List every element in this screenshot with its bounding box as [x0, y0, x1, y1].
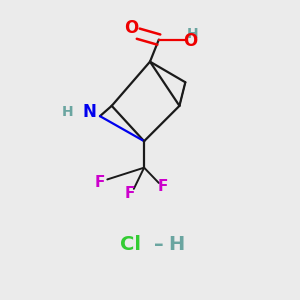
Text: O: O — [124, 19, 138, 37]
Text: F: F — [158, 179, 168, 194]
Text: N: N — [83, 103, 97, 121]
Text: Cl: Cl — [120, 235, 141, 254]
Text: O: O — [183, 32, 197, 50]
Text: H: H — [62, 105, 74, 119]
Text: H: H — [187, 27, 199, 41]
Text: H: H — [168, 235, 184, 254]
Text: –: – — [154, 235, 164, 254]
Text: F: F — [95, 175, 105, 190]
Text: F: F — [124, 186, 135, 201]
